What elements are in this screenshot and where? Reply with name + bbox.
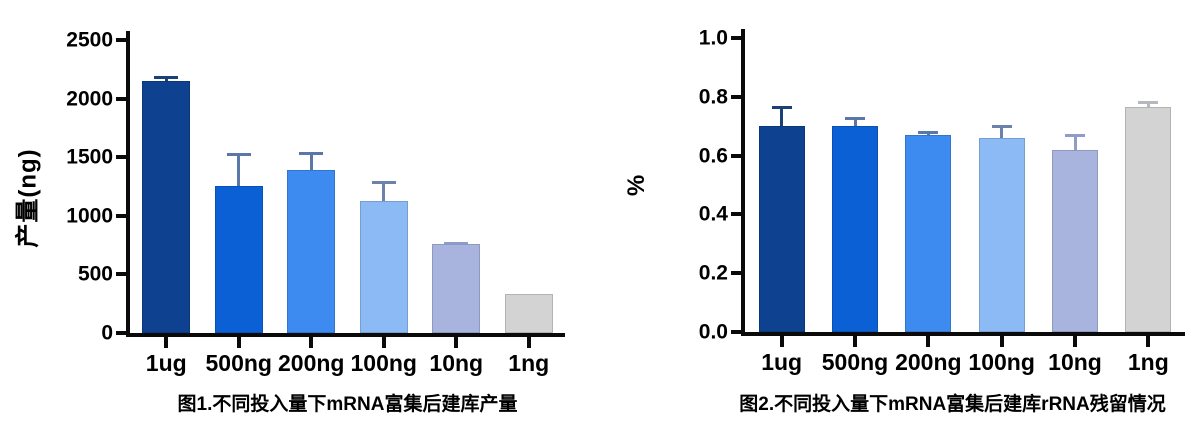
error-bar-cap [299, 151, 324, 155]
bar-200ng [287, 170, 336, 333]
x-axis-tick [853, 336, 857, 347]
y-axis-title: % [623, 173, 650, 197]
y-axis-tick-label: 1000 [66, 204, 113, 228]
y-axis-tick [731, 94, 741, 99]
y-axis-tick [116, 331, 126, 335]
x-axis-tick [526, 337, 531, 348]
y-axis-tick-label: 1500 [66, 145, 113, 169]
x-axis-tick [381, 337, 386, 348]
x-axis-category-label: 100ng [968, 349, 1035, 375]
x-axis-category-label: 1ug [761, 349, 803, 375]
x-axis-tick [164, 337, 169, 348]
bar-100ng [978, 137, 1025, 332]
y-axis-line [741, 29, 745, 336]
error-bar-cap [845, 117, 865, 121]
y-axis-tick-label: 0 [101, 321, 113, 345]
bar-500ng [832, 126, 878, 332]
chart-panel-rrna-residual: % 0.0 0.2 0.4 0.6 0.8 1.0 1ug 500ng 200ng 100ng 10… [623, 10, 1200, 425]
bar-1ug [758, 126, 805, 332]
x-axis-category-label: 10ng [429, 350, 484, 376]
y-axis-tick [116, 213, 126, 218]
bar-1ug [142, 81, 191, 333]
y-axis-tick [116, 272, 126, 277]
bar-200ng [905, 135, 952, 332]
x-axis-category-label: 500ng [205, 350, 272, 376]
y-axis-tick-label: 0.6 [698, 144, 728, 168]
y-axis-tick-label: 500 [77, 262, 113, 286]
y-axis-tick-label: 2000 [66, 87, 113, 111]
x-axis-tick [1146, 336, 1151, 347]
error-bar-cap [771, 105, 792, 109]
error-bar-stem [237, 153, 241, 194]
y-axis-tick-label: 0.4 [698, 202, 728, 226]
chart-caption: 图1.不同投入量下mRNA富集后建库产量 [177, 394, 518, 415]
y-axis-tick [116, 155, 126, 160]
bar-1ng [1125, 107, 1172, 332]
x-axis-tick [926, 336, 931, 347]
bar-100ng [359, 200, 408, 333]
y-axis-tick-label: 0.0 [698, 320, 728, 344]
bar-1ng [504, 294, 553, 333]
y-axis-tick [731, 36, 741, 40]
error-bar-stem [1000, 124, 1004, 146]
error-bar-stem [1073, 133, 1077, 158]
x-axis-tick [779, 336, 784, 347]
y-axis-tick-label: 0.8 [698, 85, 728, 109]
y-axis-tick [731, 330, 741, 334]
x-axis-tick [309, 337, 314, 348]
y-axis-tick [731, 212, 741, 217]
x-axis-category-label: 200ng [278, 350, 345, 376]
y-axis-tick-label: 2500 [66, 28, 113, 52]
y-axis-tick [116, 96, 126, 101]
x-axis-line [741, 332, 1185, 336]
bar-10ng [1052, 149, 1098, 332]
error-bar-stem [309, 151, 313, 179]
x-axis-category-label: 500ng [821, 349, 889, 375]
error-bar-stem [780, 105, 784, 135]
x-axis-category-label: 200ng [895, 349, 962, 375]
y-axis-line [126, 31, 130, 337]
chart-caption: 图2.不同投入量下mRNA富集后建库rRNA残留情况 [739, 394, 1166, 415]
error-bar-cap [444, 242, 469, 246]
bar-10ng [432, 243, 481, 333]
error-bar-cap [918, 130, 939, 134]
x-axis-category-label: 1ng [1127, 349, 1169, 375]
bar-500ng [214, 185, 263, 333]
error-bar-cap [226, 153, 251, 157]
error-bar-stem [382, 180, 386, 209]
x-axis-category-label: 1ug [145, 350, 187, 376]
x-axis-tick [999, 336, 1004, 347]
y-axis-tick [731, 271, 741, 276]
error-bar-cap [1065, 133, 1085, 137]
x-axis-tick [236, 337, 241, 348]
y-axis-tick-label: 1.0 [698, 26, 728, 50]
error-bar-cap [154, 76, 179, 80]
x-axis-line [126, 333, 565, 337]
x-axis-category-label: 100ng [350, 350, 417, 376]
x-axis-tick [1073, 336, 1077, 347]
plot-area-rrna-residual: % 0.0 0.2 0.4 0.6 0.8 1.0 1ug 500ng 200ng 100ng 10… [623, 28, 1185, 374]
error-bar-cap [991, 124, 1012, 128]
y-axis-tick [731, 153, 741, 158]
error-bar-stem [853, 117, 857, 135]
chart-panel-yield: 产量(ng) 0 500 1000 1500 2000 2500 1ug 500ng 200ng… [15, 10, 605, 425]
y-axis-tick-label: 0.2 [698, 261, 728, 285]
error-bar-cap [371, 180, 396, 184]
x-axis-category-label: 10ng [1048, 349, 1102, 375]
y-axis-title: 产量(ng) [14, 148, 42, 248]
plot-area-yield: 产量(ng) 0 500 1000 1500 2000 2500 1ug 500ng 200ng… [15, 30, 565, 375]
x-axis-category-label: 1ng [508, 350, 550, 376]
error-bar-cap [1138, 101, 1159, 105]
x-axis-tick [454, 337, 459, 348]
y-axis-tick [116, 38, 126, 42]
